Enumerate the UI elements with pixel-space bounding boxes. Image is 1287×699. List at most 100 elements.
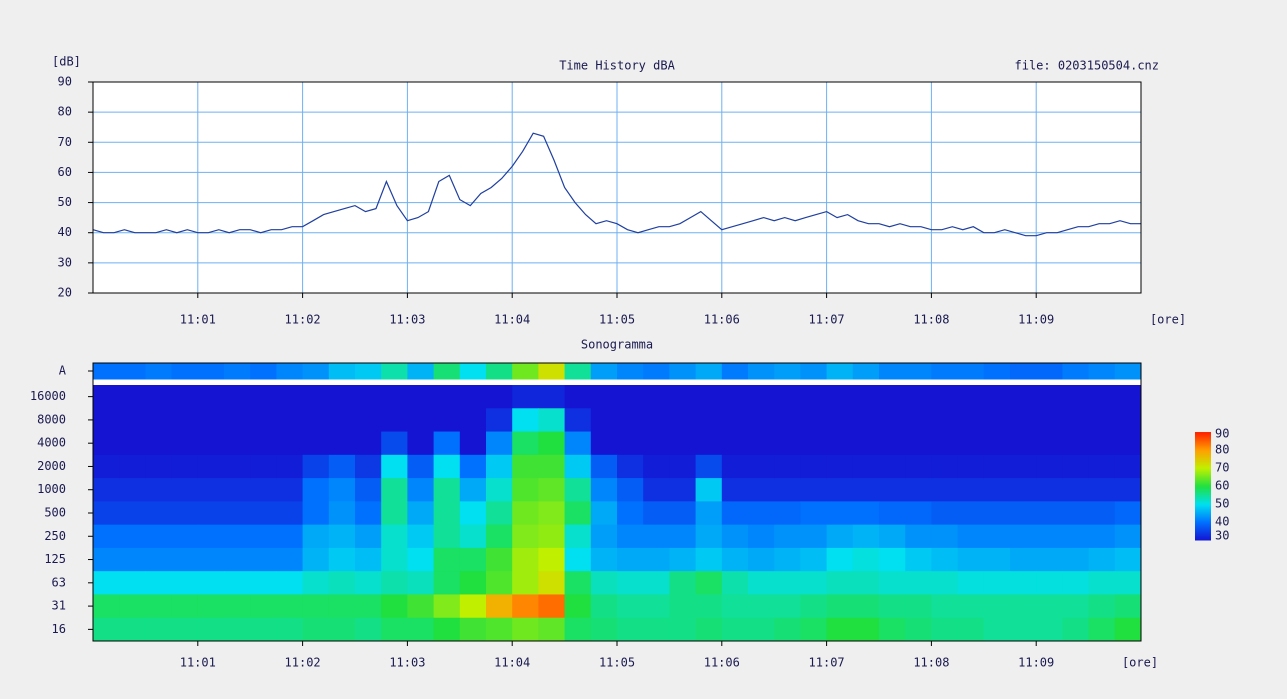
- y-tick-label: 2000: [37, 459, 66, 473]
- heat-cell: [1036, 594, 1063, 619]
- heat-cell: [957, 454, 985, 479]
- heat-cell: [669, 454, 697, 479]
- heat-cell: [669, 478, 697, 502]
- heat-cell: [486, 363, 513, 380]
- colorbar-segment: [1195, 524, 1211, 527]
- heat-cell: [826, 408, 854, 433]
- heat-cell: [119, 385, 146, 409]
- heat-cell: [669, 501, 697, 526]
- heat-cell: [1114, 617, 1142, 642]
- colorbar-segment: [1195, 500, 1211, 503]
- x-tick-label: 11:03: [389, 656, 425, 670]
- heat-cell: [931, 454, 959, 479]
- heat-cell: [1036, 431, 1063, 456]
- heat-cell: [1088, 478, 1116, 502]
- heat-cell: [1010, 363, 1037, 380]
- heat-cell: [407, 385, 435, 409]
- heat-cell: [486, 547, 513, 572]
- heat-cell: [459, 454, 487, 479]
- heat-cell: [93, 408, 120, 433]
- heat-cell: [617, 571, 644, 595]
- heat-cell: [407, 617, 435, 642]
- heat-cell: [564, 547, 592, 572]
- heat-cell: [250, 501, 277, 526]
- heat-cell: [1088, 501, 1116, 526]
- heat-cell: [145, 385, 173, 409]
- y-tick-label: 250: [44, 529, 66, 543]
- heat-cell: [486, 524, 513, 549]
- heat-cell: [1088, 571, 1116, 595]
- x-tick-label: 11:07: [809, 656, 845, 670]
- colorbar-segment: [1195, 496, 1211, 499]
- heat-cell: [512, 594, 539, 619]
- heat-cell: [721, 363, 749, 380]
- heat-cell: [145, 524, 173, 549]
- x-tick-label: 11:01: [180, 656, 216, 670]
- colorbar-segment: [1195, 484, 1211, 487]
- heat-cell: [983, 524, 1011, 549]
- heat-cell: [302, 385, 330, 409]
- heat-cell: [197, 408, 225, 433]
- heat-cell: [355, 594, 382, 619]
- heat-cell: [512, 501, 539, 526]
- heat-cell: [433, 385, 461, 409]
- heat-cell: [197, 524, 225, 549]
- heat-cell: [224, 524, 251, 549]
- heat-cell: [1088, 454, 1116, 479]
- heat-cell: [197, 594, 225, 619]
- heat-cell: [459, 594, 487, 619]
- heat-cell: [538, 571, 566, 595]
- heat-cell: [931, 385, 959, 409]
- colorbar-segment: [1195, 502, 1211, 505]
- y-tick-label: A: [59, 364, 67, 378]
- heat-cell: [852, 501, 880, 526]
- heat-cell: [643, 594, 670, 619]
- heat-cell: [381, 594, 408, 619]
- heat-cell: [512, 363, 539, 380]
- colorbar-segment: [1195, 460, 1211, 463]
- heat-cell: [1088, 363, 1116, 380]
- heat-cell: [93, 547, 120, 572]
- heat-cell: [617, 478, 644, 502]
- heat-cell: [617, 501, 644, 526]
- heat-cell: [328, 571, 356, 595]
- heat-cell: [983, 408, 1011, 433]
- colorbar-label: 80: [1215, 443, 1229, 457]
- y-tick-label: 4000: [37, 436, 66, 450]
- heat-cell: [957, 617, 985, 642]
- heat-cell: [197, 547, 225, 572]
- x-tick-label: 11:06: [704, 656, 740, 670]
- heat-cell: [748, 617, 775, 642]
- heat-cell: [931, 571, 959, 595]
- heat-cell: [486, 454, 513, 479]
- heat-cell: [1010, 594, 1037, 619]
- heat-cell: [721, 547, 749, 572]
- heat-cell: [774, 547, 801, 572]
- colorbar-segment: [1195, 458, 1211, 461]
- heat-cell: [905, 363, 932, 380]
- heat-cell: [590, 571, 618, 595]
- heat-cell: [328, 478, 356, 502]
- heat-cell: [250, 571, 277, 595]
- heat-cell: [669, 547, 697, 572]
- heat-cell: [983, 478, 1011, 502]
- heat-cell: [695, 547, 723, 572]
- heat-cell: [983, 571, 1011, 595]
- heat-cell: [826, 478, 854, 502]
- heat-cell: [748, 501, 775, 526]
- heat-cell: [774, 501, 801, 526]
- heat-cell: [355, 501, 382, 526]
- heat-cell: [643, 454, 670, 479]
- heat-cell: [852, 571, 880, 595]
- colorbar-segment: [1195, 454, 1211, 457]
- heat-cell: [852, 524, 880, 549]
- colorbar-segment: [1195, 452, 1211, 455]
- heat-cell: [171, 431, 199, 456]
- y-tick-label: 500: [44, 506, 66, 520]
- heat-cell: [93, 571, 120, 595]
- heat-cell: [879, 547, 906, 572]
- colorbar-segment: [1195, 526, 1211, 529]
- heat-cell: [355, 454, 382, 479]
- heat-cell: [721, 478, 749, 502]
